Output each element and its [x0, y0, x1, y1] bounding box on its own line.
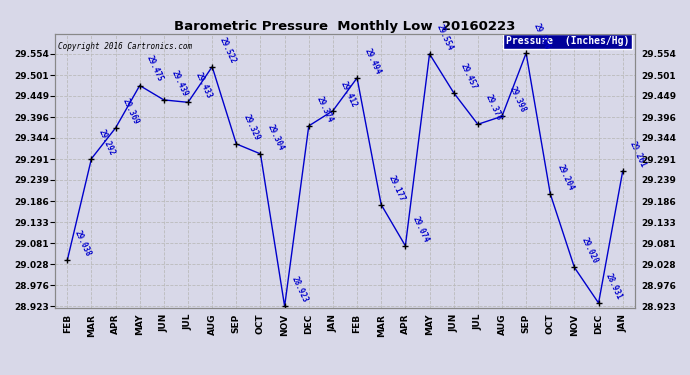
- Text: 29.329: 29.329: [242, 113, 262, 142]
- Text: 29.378: 29.378: [484, 93, 503, 122]
- Text: 29.261: 29.261: [629, 140, 648, 169]
- Text: 29.374: 29.374: [315, 95, 334, 124]
- Text: 29.439: 29.439: [170, 69, 189, 98]
- Text: Pressure  (Inches/Hg): Pressure (Inches/Hg): [506, 36, 629, 46]
- Text: 29.475: 29.475: [146, 54, 165, 83]
- Text: 29.177: 29.177: [387, 174, 406, 202]
- Text: 29.304: 29.304: [266, 123, 286, 152]
- Text: 29.433: 29.433: [194, 71, 213, 100]
- Text: 29.457: 29.457: [460, 62, 479, 90]
- Text: 29.020: 29.020: [580, 236, 600, 265]
- Text: 29.554: 29.554: [435, 23, 455, 52]
- Text: 29.556: 29.556: [532, 22, 551, 51]
- Text: Copyright 2016 Cartronics.com: Copyright 2016 Cartronics.com: [58, 42, 193, 51]
- Text: 29.292: 29.292: [97, 128, 117, 156]
- Text: 28.923: 28.923: [290, 275, 310, 304]
- Text: 29.412: 29.412: [339, 80, 358, 108]
- Text: 28.931: 28.931: [604, 272, 624, 301]
- Text: 29.038: 29.038: [73, 229, 92, 258]
- Text: 29.204: 29.204: [556, 163, 575, 192]
- Title: Barometric Pressure  Monthly Low  20160223: Barometric Pressure Monthly Low 20160223: [175, 20, 515, 33]
- Text: 29.494: 29.494: [363, 47, 382, 76]
- Text: 29.074: 29.074: [411, 215, 431, 244]
- Text: 29.369: 29.369: [121, 97, 141, 126]
- Text: 29.522: 29.522: [218, 36, 237, 64]
- Text: 29.398: 29.398: [508, 85, 527, 114]
